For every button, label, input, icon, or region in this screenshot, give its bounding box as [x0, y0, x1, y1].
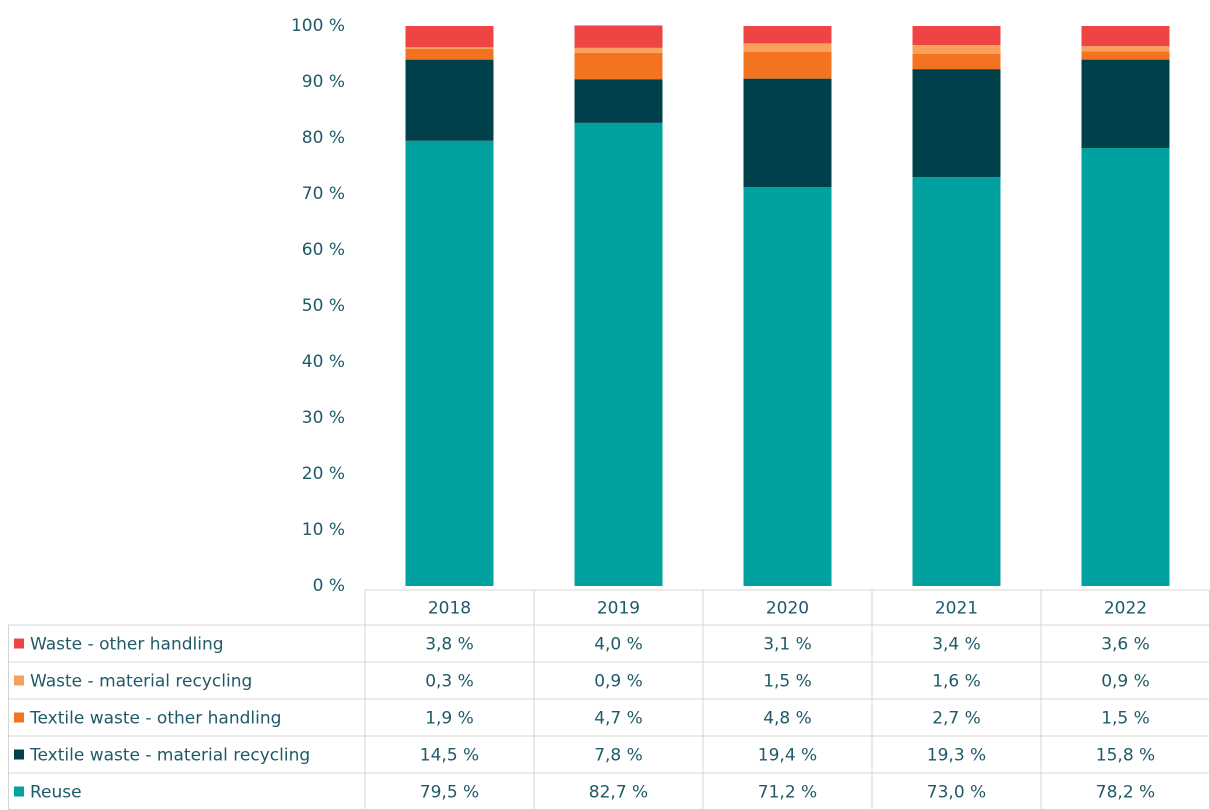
table-value: 3,6 %: [1101, 635, 1150, 655]
bar-segment: [574, 25, 663, 48]
bar-segment: [574, 47, 663, 53]
table-value: 71,2 %: [758, 783, 817, 803]
x-tick-label: 2019: [597, 599, 640, 619]
bar-segment: [743, 78, 832, 188]
table-value: 1,5 %: [763, 672, 812, 692]
table-value: 14,5 %: [420, 746, 479, 766]
table-value: 78,2 %: [1096, 783, 1155, 803]
x-tick-label: 2018: [428, 599, 471, 619]
bar-segment: [743, 43, 832, 52]
table-value: 4,8 %: [763, 709, 812, 729]
table-value: 4,7 %: [594, 709, 643, 729]
table-value: 19,3 %: [927, 746, 986, 766]
bar-segment: [405, 47, 494, 49]
table-value: 1,6 %: [932, 672, 981, 692]
x-tick-label: 2022: [1104, 599, 1147, 619]
table-value: 3,4 %: [932, 635, 981, 655]
bar-segment: [912, 69, 1001, 178]
bar-segment: [1081, 51, 1170, 60]
table-value: 4,0 %: [594, 635, 643, 655]
bar-segment: [1081, 59, 1170, 149]
y-tick-label: 80 %: [302, 128, 345, 148]
bar-segment: [405, 48, 494, 60]
table-value: 3,1 %: [763, 635, 812, 655]
bar-segment: [912, 45, 1001, 54]
bar-segment: [912, 177, 1001, 586]
y-tick-label: 100 %: [291, 16, 345, 36]
table-value: 73,0 %: [927, 783, 986, 803]
legend-label: Textile waste - material recycling: [29, 746, 310, 766]
legend-swatch: [14, 638, 24, 649]
table-value: 19,4 %: [758, 746, 817, 766]
legend-swatch: [14, 675, 24, 686]
bar-segment: [405, 140, 494, 587]
legend-label: Waste - other handling: [30, 635, 224, 655]
table-value: 1,5 %: [1101, 709, 1150, 729]
bar-segment: [1081, 148, 1170, 586]
y-tick-label: 0 %: [313, 576, 345, 596]
table-value: 0,9 %: [1101, 672, 1150, 692]
table-value: 1,9 %: [425, 709, 474, 729]
bar-segment: [743, 51, 832, 79]
legend-swatch: [14, 749, 24, 760]
table-value: 79,5 %: [420, 783, 479, 803]
bar-segment: [912, 54, 1001, 70]
bar-segment: [574, 122, 663, 586]
y-tick-label: 10 %: [302, 520, 345, 540]
y-tick-label: 40 %: [302, 352, 345, 372]
table-value: 3,8 %: [425, 635, 474, 655]
table-value: 7,8 %: [594, 746, 643, 766]
y-tick-label: 60 %: [302, 240, 345, 260]
bar-segment: [405, 26, 494, 48]
x-tick-label: 2020: [766, 599, 809, 619]
bar-segment: [743, 26, 832, 44]
y-tick-label: 70 %: [302, 184, 345, 204]
legend-swatch: [14, 786, 24, 797]
bar-segment: [743, 187, 832, 586]
y-tick-label: 90 %: [302, 72, 345, 92]
table-value: 0,9 %: [594, 672, 643, 692]
bar-segment: [405, 59, 494, 141]
y-tick-label: 30 %: [302, 408, 345, 428]
bar-segment: [574, 79, 663, 123]
legend-label: Reuse: [30, 783, 82, 803]
table-value: 2,7 %: [932, 709, 981, 729]
x-tick-label: 2021: [935, 599, 978, 619]
table-value: 82,7 %: [589, 783, 648, 803]
bar-segment: [574, 52, 663, 80]
legend-swatch: [14, 712, 24, 723]
bar-segment: [1081, 46, 1170, 52]
table-value: 0,3 %: [425, 672, 474, 692]
legend-label: Textile waste - other handling: [29, 709, 281, 729]
table-value: 15,8 %: [1096, 746, 1155, 766]
bar-segment: [912, 26, 1001, 46]
legend-label: Waste - material recycling: [30, 672, 252, 692]
bar-segment: [1081, 26, 1170, 47]
y-tick-label: 20 %: [302, 464, 345, 484]
y-tick-label: 50 %: [302, 296, 345, 316]
